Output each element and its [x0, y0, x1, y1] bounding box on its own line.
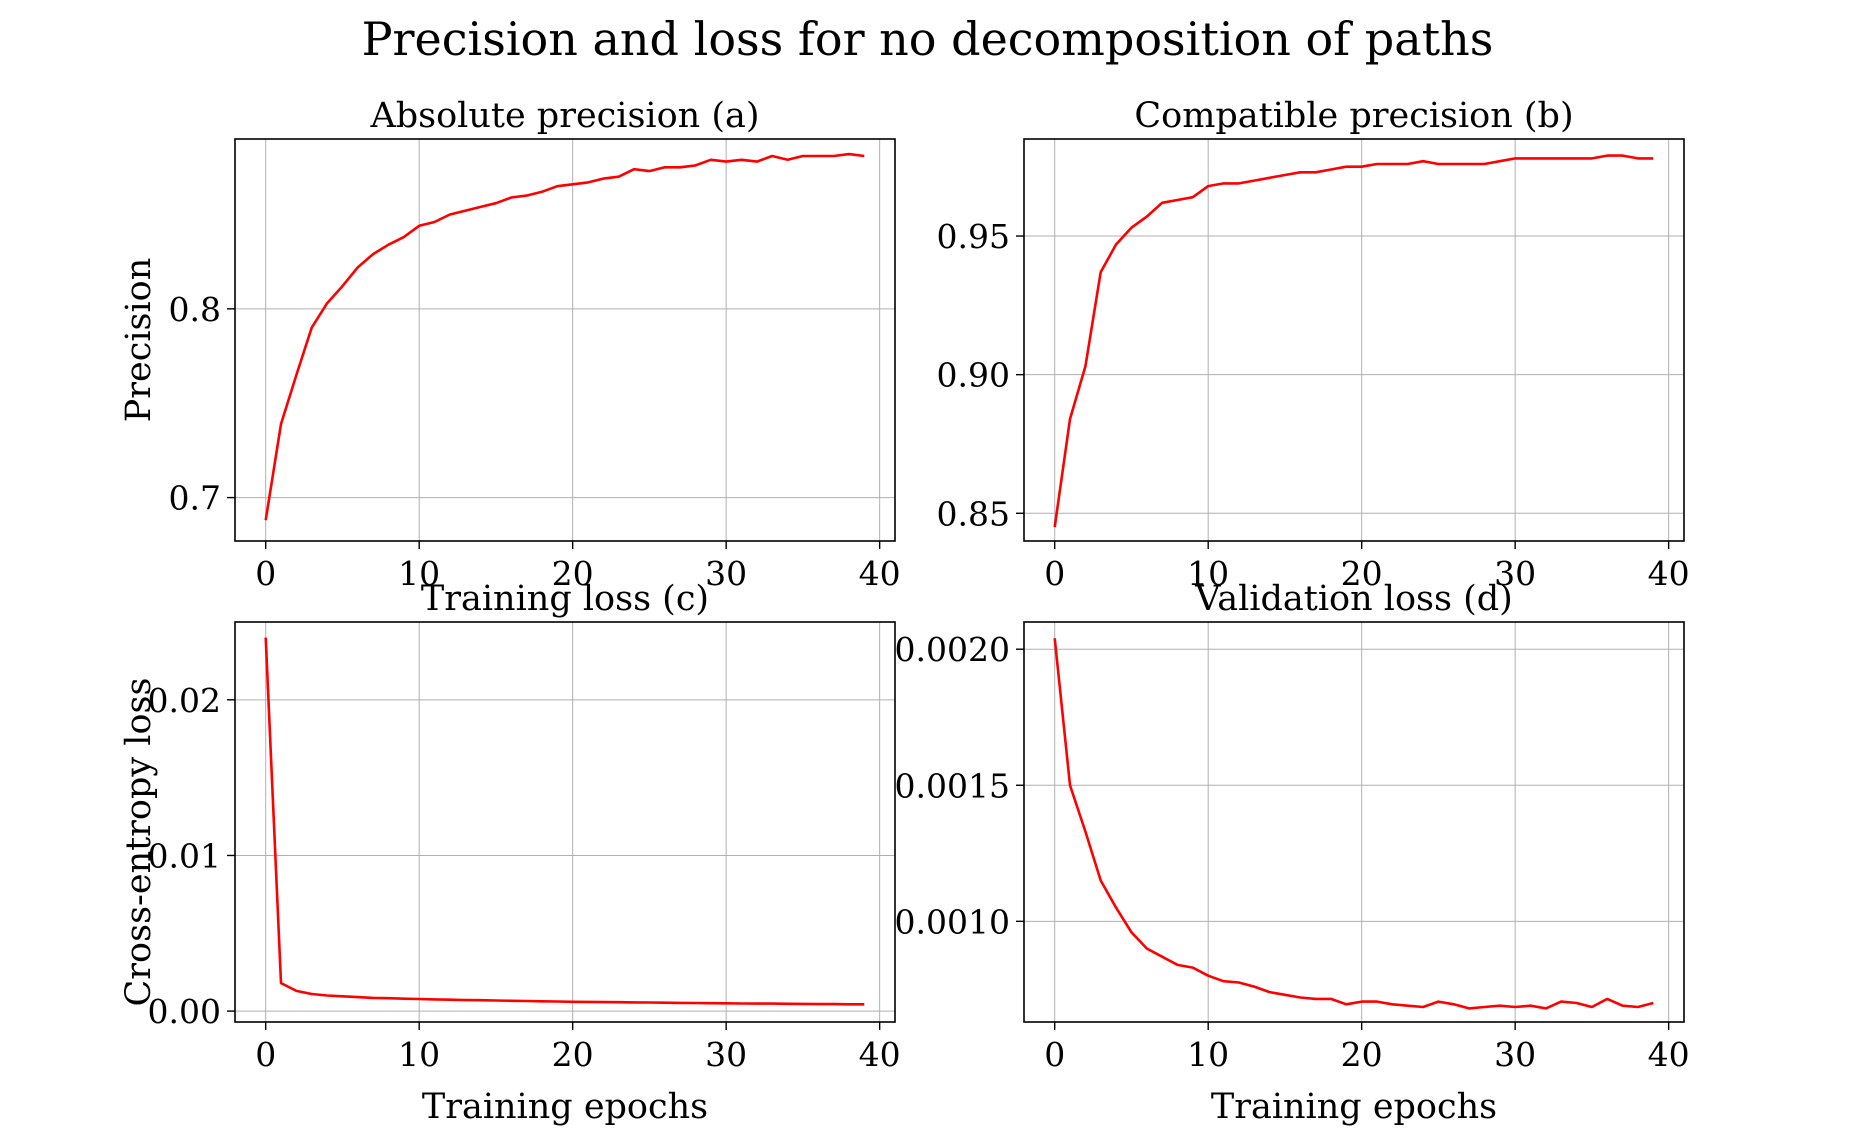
y-tick-label: 0.85 — [937, 494, 1010, 533]
y-tick-label: 0.02 — [148, 681, 221, 720]
series-line — [264, 152, 865, 521]
figure-title: Precision and loss for no decomposition … — [361, 12, 1494, 66]
panel-title: Validation loss (d) — [1194, 579, 1513, 619]
x-tick-label: 10 — [398, 1035, 440, 1074]
axes-frame — [1023, 138, 1685, 542]
axes-frame — [234, 621, 896, 1023]
series-line — [1053, 154, 1654, 528]
y-tick-label: 0.01 — [148, 836, 221, 875]
chart-panel-3: 0 10 20 30 40 0.00 0.01 0.02 Training loss (c) Tr… — [119, 579, 901, 1127]
panel-title: Compatible precision (b) — [1134, 96, 1573, 136]
x-tick-label: 20 — [552, 554, 594, 593]
y-tick-label: 0.00 — [148, 992, 221, 1031]
chart-panel-4: 0 10 20 30 40 0.0010 0.0015 0.0020 Validation lo… — [895, 579, 1690, 1127]
x-tick-label: 40 — [859, 1035, 901, 1074]
y-axis-label: Precision — [119, 258, 159, 423]
x-tick-label: 20 — [1341, 1035, 1383, 1074]
x-tick-label: 40 — [1648, 554, 1690, 593]
x-tick-label: 30 — [1494, 1035, 1536, 1074]
y-tick-label: 0.0015 — [895, 766, 1010, 805]
axes-frame — [234, 138, 896, 542]
y-tick-label: 0.7 — [169, 479, 221, 518]
x-axis-label: Training epochs — [422, 1087, 708, 1127]
x-tick-label: 0 — [1044, 554, 1065, 593]
y-tick-label: 0.0020 — [895, 630, 1010, 669]
y-axis-label: Cross-entropy loss — [119, 678, 159, 1007]
x-tick-label: 40 — [1648, 1035, 1690, 1074]
panel-title: Absolute precision (a) — [369, 96, 759, 136]
x-tick-label: 30 — [705, 554, 747, 593]
y-tick-label: 0.0010 — [895, 902, 1010, 941]
panel-title: Training loss (c) — [421, 579, 709, 619]
x-tick-label: 20 — [552, 1035, 594, 1074]
x-tick-label: 30 — [1494, 554, 1536, 593]
series-line — [264, 637, 865, 1006]
x-tick-label: 0 — [255, 1035, 276, 1074]
x-tick-label: 30 — [705, 1035, 747, 1074]
x-tick-label: 10 — [1187, 1035, 1229, 1074]
x-tick-label: 0 — [1044, 1035, 1065, 1074]
y-tick-label: 0.95 — [937, 217, 1010, 256]
x-tick-label: 0 — [255, 554, 276, 593]
y-tick-label: 0.8 — [169, 290, 221, 329]
x-tick-label: 40 — [859, 554, 901, 593]
y-tick-label: 0.90 — [937, 356, 1010, 395]
x-tick-label: 20 — [1341, 554, 1383, 593]
chart-panel-1: 0 10 20 30 40 0.7 0.8 Absolute precision (a) Pre… — [119, 96, 901, 593]
x-axis-label: Training epochs — [1211, 1087, 1497, 1127]
series-line — [1053, 638, 1654, 1010]
x-tick-label: 10 — [1187, 554, 1229, 593]
chart-panel-2: 0 10 20 30 40 0.85 0.90 0.95 Compatible precisio… — [937, 96, 1690, 593]
x-tick-label: 10 — [398, 554, 440, 593]
axes-frame — [1023, 621, 1685, 1023]
